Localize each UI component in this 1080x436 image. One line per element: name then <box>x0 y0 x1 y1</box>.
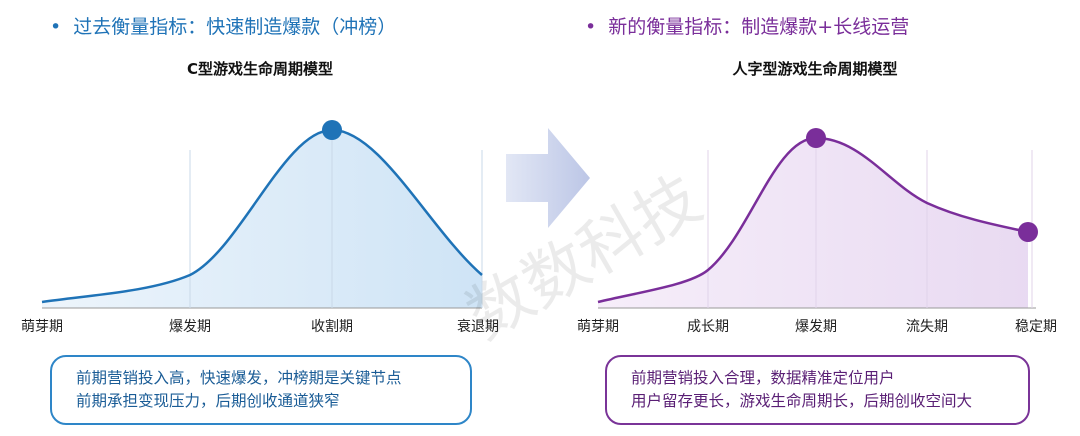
right-note-line: 前期营销投入合理，数据精准定位用户 <box>631 369 895 387</box>
left-stage-label: 收割期 <box>311 319 353 335</box>
left-heading: • 过去衡量指标：快速制造爆款（冲榜） <box>50 16 397 38</box>
right-chart-title: 人字型游戏生命周期模型 <box>732 60 898 78</box>
right-stage-label: 稳定期 <box>1015 319 1057 335</box>
right-stage-label: 流失期 <box>906 319 948 335</box>
left-chart <box>41 120 483 309</box>
right-heading: • 新的衡量指标：制造爆款+长线运营 <box>585 16 910 38</box>
right-stage-label: 成长期 <box>687 319 729 335</box>
right-curve-area <box>598 138 1028 308</box>
left-stage-label: 爆发期 <box>169 319 211 335</box>
right-peak-marker <box>806 128 826 148</box>
left-stage-label: 衰退期 <box>457 319 499 335</box>
right-stage-label: 爆发期 <box>795 319 837 335</box>
left-curve-area <box>42 130 482 308</box>
left-note-line: 前期营销投入高，快速爆发，冲榜期是关键节点 <box>76 369 402 387</box>
right-note-line: 用户留存更长，游戏生命周期长，后期创收空间大 <box>631 392 973 410</box>
arrow-right-icon <box>506 128 590 228</box>
left-note-box: 前期营销投入高，快速爆发，冲榜期是关键节点 前期承担变现压力，后期创收通道狭窄 <box>50 355 472 425</box>
right-note-box: 前期营销投入合理，数据精准定位用户 用户留存更长，游戏生命周期长，后期创收空间大 <box>605 355 1030 425</box>
bullet-dot: • <box>585 16 609 38</box>
left-chart-title: C型游戏生命周期模型 <box>186 60 333 78</box>
right-chart <box>597 128 1038 309</box>
left-peak-marker <box>322 120 342 140</box>
left-curve <box>41 128 483 304</box>
right-end-marker <box>1018 222 1038 242</box>
left-stage-label: 萌芽期 <box>21 319 63 335</box>
bullet-dot: • <box>50 16 74 38</box>
left-note-line: 前期承担变现压力，后期创收通道狭窄 <box>76 392 340 410</box>
right-stage-label: 萌芽期 <box>577 319 619 335</box>
